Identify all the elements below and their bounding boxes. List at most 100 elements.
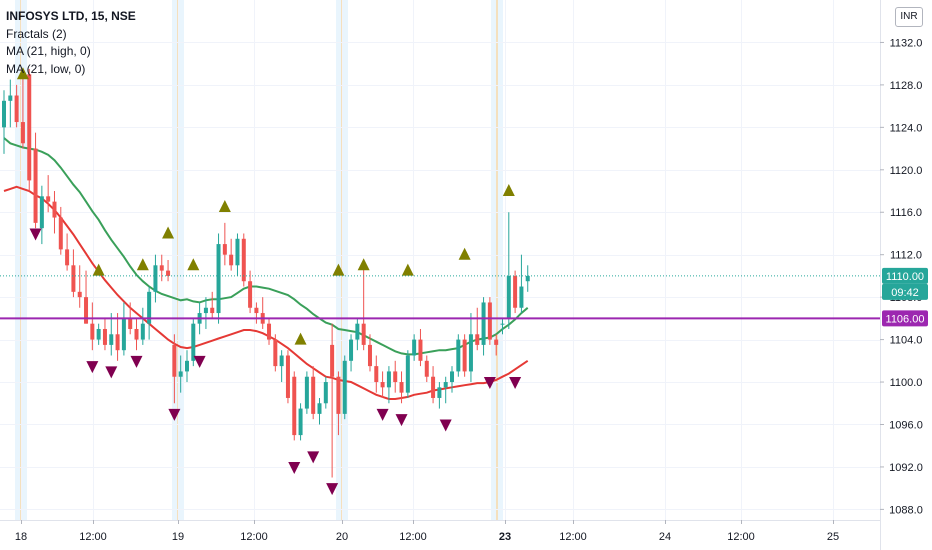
candle bbox=[487, 297, 492, 345]
price-tags: 1110.00 09:42 1106.00 bbox=[882, 267, 928, 327]
y-tick-label: 1100.0 bbox=[890, 377, 923, 389]
candle bbox=[109, 313, 114, 356]
candle bbox=[172, 334, 177, 404]
candle-body bbox=[304, 376, 309, 409]
fractal-down-marker bbox=[193, 355, 206, 368]
fractal-up-marker bbox=[357, 258, 370, 271]
last-price-tag bbox=[882, 267, 928, 284]
candle-body bbox=[140, 323, 145, 340]
candle bbox=[210, 291, 215, 319]
candle bbox=[412, 334, 417, 361]
candle bbox=[14, 84, 19, 128]
y-tick-label: 1120.0 bbox=[890, 165, 923, 177]
candle bbox=[285, 350, 290, 404]
fractal-up-marker bbox=[332, 263, 345, 276]
candle-body bbox=[229, 254, 234, 266]
fractal-down-marker bbox=[376, 408, 389, 421]
candle-body bbox=[374, 366, 379, 383]
x-tick-label: 24 bbox=[659, 531, 671, 543]
candle bbox=[418, 328, 423, 367]
candle bbox=[20, 74, 25, 149]
indicator-fractals[interactable]: Fractals (2) bbox=[6, 26, 67, 41]
y-tick-label: 1132.0 bbox=[890, 37, 923, 49]
candle-body bbox=[323, 382, 328, 404]
candle bbox=[279, 350, 284, 383]
candle bbox=[96, 323, 101, 345]
candle-body bbox=[216, 244, 221, 314]
candle-body bbox=[494, 339, 499, 345]
candle-body bbox=[443, 382, 448, 388]
fractal-down-marker bbox=[29, 228, 42, 241]
candle bbox=[140, 307, 145, 345]
candle-body bbox=[456, 339, 461, 372]
fractal-up-marker bbox=[162, 226, 175, 239]
candle-body bbox=[172, 344, 177, 377]
candle bbox=[90, 302, 95, 351]
candle bbox=[367, 334, 372, 372]
candle-body bbox=[450, 371, 455, 383]
fractal-down-marker bbox=[168, 408, 181, 421]
candle-body bbox=[153, 265, 158, 292]
candle-body bbox=[317, 403, 322, 414]
candle bbox=[450, 366, 455, 393]
candle bbox=[323, 376, 328, 409]
x-tick-label: 12:00 bbox=[240, 531, 268, 543]
hline-price-tag bbox=[882, 310, 928, 327]
candle bbox=[355, 318, 360, 351]
time-axis[interactable]: 18 12:00 19 12:00 20 12:00 23 12:00 24 12:00 25 bbox=[15, 520, 839, 543]
y-tick-label: 1088.0 bbox=[889, 504, 923, 516]
candle-body bbox=[285, 355, 290, 398]
candle-body bbox=[273, 339, 278, 367]
y-tick-label: 1116.0 bbox=[890, 207, 922, 219]
candle bbox=[178, 355, 183, 393]
candle-body bbox=[418, 339, 423, 361]
candle-body bbox=[405, 355, 410, 393]
candle-body bbox=[58, 217, 63, 250]
candle bbox=[46, 175, 51, 213]
candle bbox=[121, 302, 126, 356]
fractal-down-marker bbox=[483, 377, 496, 390]
candle-body bbox=[367, 344, 372, 367]
candle-body bbox=[431, 376, 436, 398]
candle bbox=[481, 297, 486, 356]
candle bbox=[248, 270, 253, 314]
candle bbox=[424, 355, 429, 383]
currency-badge[interactable]: INR bbox=[895, 7, 923, 27]
candle bbox=[27, 68, 32, 192]
indicator-ma-high[interactable]: MA (21, high, 0) bbox=[6, 44, 91, 58]
candle-body bbox=[248, 281, 253, 308]
candle bbox=[462, 334, 467, 377]
candle bbox=[443, 376, 448, 404]
candle-body bbox=[412, 339, 417, 356]
candle bbox=[330, 323, 335, 478]
candle bbox=[349, 334, 354, 372]
fractal-up-marker bbox=[136, 258, 149, 271]
candle-body bbox=[159, 265, 164, 271]
candle-body bbox=[311, 376, 316, 414]
candle-body bbox=[39, 196, 44, 229]
symbol-title[interactable]: INFOSYS LTD, 15, NSE bbox=[6, 9, 136, 23]
candle-body bbox=[128, 318, 133, 329]
candle-body bbox=[475, 334, 480, 345]
session-breaks bbox=[15, 0, 503, 520]
candle-body bbox=[184, 360, 189, 372]
ma-low-line bbox=[3, 185, 529, 400]
candle-body bbox=[102, 328, 107, 345]
candle-body bbox=[14, 95, 19, 123]
last-price-label: 1110.00 bbox=[886, 271, 924, 283]
candle-body bbox=[191, 323, 196, 361]
indicator-ma-low[interactable]: MA (21, low, 0) bbox=[6, 61, 86, 76]
y-tick-label: 1092.0 bbox=[889, 462, 923, 474]
candle bbox=[77, 265, 82, 308]
candle bbox=[166, 260, 171, 282]
candle-body bbox=[52, 201, 57, 218]
candle bbox=[222, 222, 227, 266]
x-tick-label: 20 bbox=[336, 531, 348, 543]
candle-body bbox=[2, 100, 6, 128]
candle-body bbox=[298, 408, 303, 436]
candle-body bbox=[468, 334, 473, 372]
candle bbox=[519, 254, 524, 314]
candle bbox=[494, 334, 499, 356]
fractal-down-marker bbox=[86, 361, 99, 374]
